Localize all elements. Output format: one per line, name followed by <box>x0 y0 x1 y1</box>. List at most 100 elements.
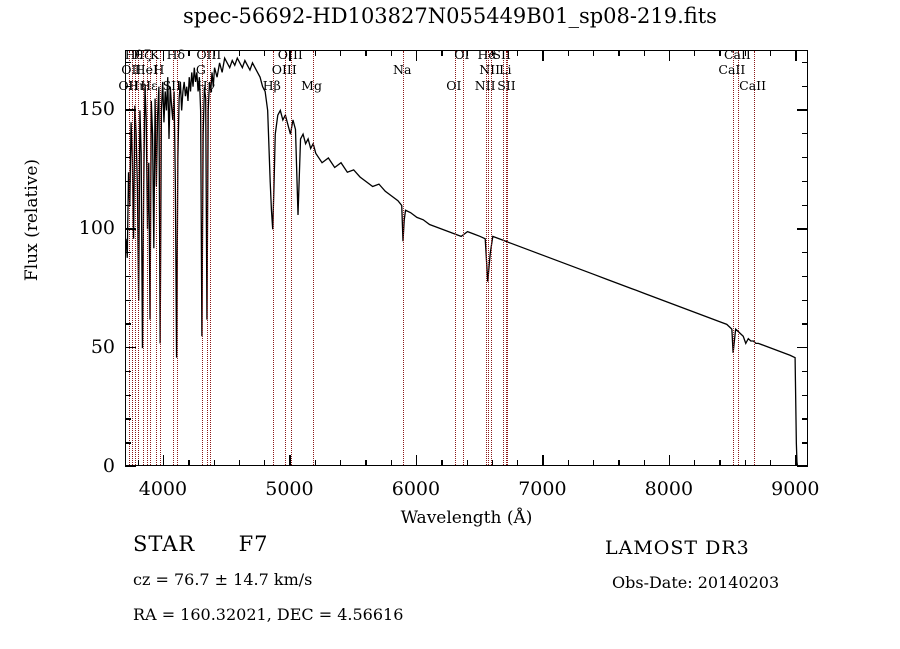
spectral-line-label: OIII <box>196 47 222 62</box>
x-minor-tick <box>238 460 241 466</box>
y-minor-tick-right <box>802 370 808 373</box>
spectral-line-marker <box>490 51 493 465</box>
y-minor-tick-right <box>802 394 808 396</box>
y-minor-tick-right <box>802 133 808 135</box>
spectral-type: F7 <box>238 532 269 556</box>
x-minor-tick-top <box>238 50 241 56</box>
x-major-tick <box>542 455 544 466</box>
y-minor-tick-right <box>802 156 808 159</box>
spectral-line-label: Na <box>393 62 412 77</box>
y-minor-tick-right <box>802 61 808 64</box>
spectral-line-label: Hη <box>128 78 147 93</box>
y-minor-tick <box>125 85 131 87</box>
y-minor-tick <box>125 323 131 325</box>
y-minor-tick-right <box>802 204 808 206</box>
spectral-line-marker <box>738 51 740 465</box>
y-minor-tick-right <box>802 323 808 325</box>
x-minor-tick-top <box>188 50 190 56</box>
spectral-line-marker <box>147 51 149 465</box>
x-minor-tick <box>719 460 721 466</box>
x-minor-tick-top <box>264 50 266 56</box>
spectral-line-marker <box>172 51 175 465</box>
y-major-tick-right <box>797 109 808 111</box>
x-minor-tick <box>694 460 696 466</box>
x-tick-label: 8000 <box>644 478 694 500</box>
spectral-line-label: Mg <box>301 78 322 93</box>
x-minor-tick <box>390 460 392 466</box>
y-minor-tick <box>125 133 131 135</box>
x-major-tick-top <box>795 50 797 61</box>
y-minor-tick-right <box>802 299 808 301</box>
plot-inner <box>126 51 807 465</box>
y-major-tick <box>125 109 136 111</box>
x-minor-tick-top <box>770 50 772 56</box>
y-minor-tick <box>125 394 131 396</box>
x-major-tick <box>289 455 291 466</box>
x-minor-tick-top <box>314 50 317 56</box>
spectral-line-marker <box>209 51 212 465</box>
y-major-tick-right <box>797 466 808 468</box>
x-minor-tick <box>213 460 215 466</box>
x-major-tick <box>415 455 418 466</box>
spectral-line-marker <box>312 51 315 465</box>
x-minor-tick-top <box>618 50 620 56</box>
figure-title: spec-56692-HD103827N055449B01_sp08-219.f… <box>183 4 717 28</box>
x-minor-tick-top <box>213 50 215 56</box>
spectral-line-label: SII <box>497 78 516 93</box>
spectral-line-marker <box>206 51 209 465</box>
y-minor-tick <box>125 418 131 420</box>
spectral-line-label: CaII <box>739 78 767 93</box>
y-tick-label: 100 <box>78 217 115 240</box>
spectral-line-label: Hδ <box>166 47 186 62</box>
x-minor-tick-top <box>517 50 519 56</box>
x-minor-tick-top <box>491 50 494 56</box>
y-tick-label: 0 <box>102 455 115 477</box>
spectral-line-label: CaII <box>723 47 751 62</box>
spectral-line-label: CaII <box>718 62 746 77</box>
x-minor-tick-top <box>643 50 645 56</box>
x-minor-tick-top <box>365 50 367 56</box>
x-major-tick-top <box>162 50 165 61</box>
x-minor-tick <box>567 460 569 466</box>
x-axis-title: Wavelength (Å) <box>400 508 533 528</box>
x-minor-tick-top <box>137 50 139 56</box>
spectral-line-label: SII <box>162 78 182 93</box>
spectral-line-marker <box>506 51 508 465</box>
spectral-line-label: OI <box>454 47 470 62</box>
spectral-line-label: NII <box>474 78 496 93</box>
x-tick-label: 4000 <box>138 478 188 500</box>
spectrum-trace <box>126 51 808 466</box>
x-minor-tick-top <box>694 50 696 56</box>
x-major-tick <box>668 455 671 466</box>
x-minor-tick <box>592 460 595 466</box>
y-minor-tick-right <box>802 85 808 87</box>
y-minor-tick-right <box>802 275 808 278</box>
x-minor-tick <box>314 460 317 466</box>
x-minor-tick-top <box>340 50 342 56</box>
spectral-line-marker <box>486 51 488 465</box>
plot-area <box>125 50 808 466</box>
spectral-line-marker <box>403 51 405 465</box>
x-minor-tick <box>618 460 620 466</box>
spectral-line-label: OII <box>118 78 139 93</box>
x-major-tick <box>795 455 797 466</box>
spectral-line-label: Hε <box>140 78 158 93</box>
spectral-line-label: Li <box>499 62 512 77</box>
x-major-tick-top <box>542 50 544 61</box>
y-minor-tick-right <box>802 418 808 420</box>
y-minor-tick <box>125 180 131 183</box>
x-major-tick-top <box>415 50 418 61</box>
spectral-line-label: Hβ <box>262 78 281 93</box>
x-major-tick <box>162 455 165 466</box>
y-major-tick-right <box>797 347 808 349</box>
y-minor-tick-right <box>802 180 808 183</box>
x-minor-tick-top <box>466 50 468 56</box>
y-minor-tick <box>125 442 131 444</box>
spectral-line-marker <box>129 51 131 465</box>
spectral-line-label: OIII <box>271 62 297 77</box>
spectral-line-marker <box>134 51 137 465</box>
object-class: STAR <box>133 532 196 556</box>
x-minor-tick <box>744 460 747 466</box>
spectral-line-label: OI <box>446 78 462 93</box>
object-class-and-type: STAR F7 <box>133 532 269 556</box>
